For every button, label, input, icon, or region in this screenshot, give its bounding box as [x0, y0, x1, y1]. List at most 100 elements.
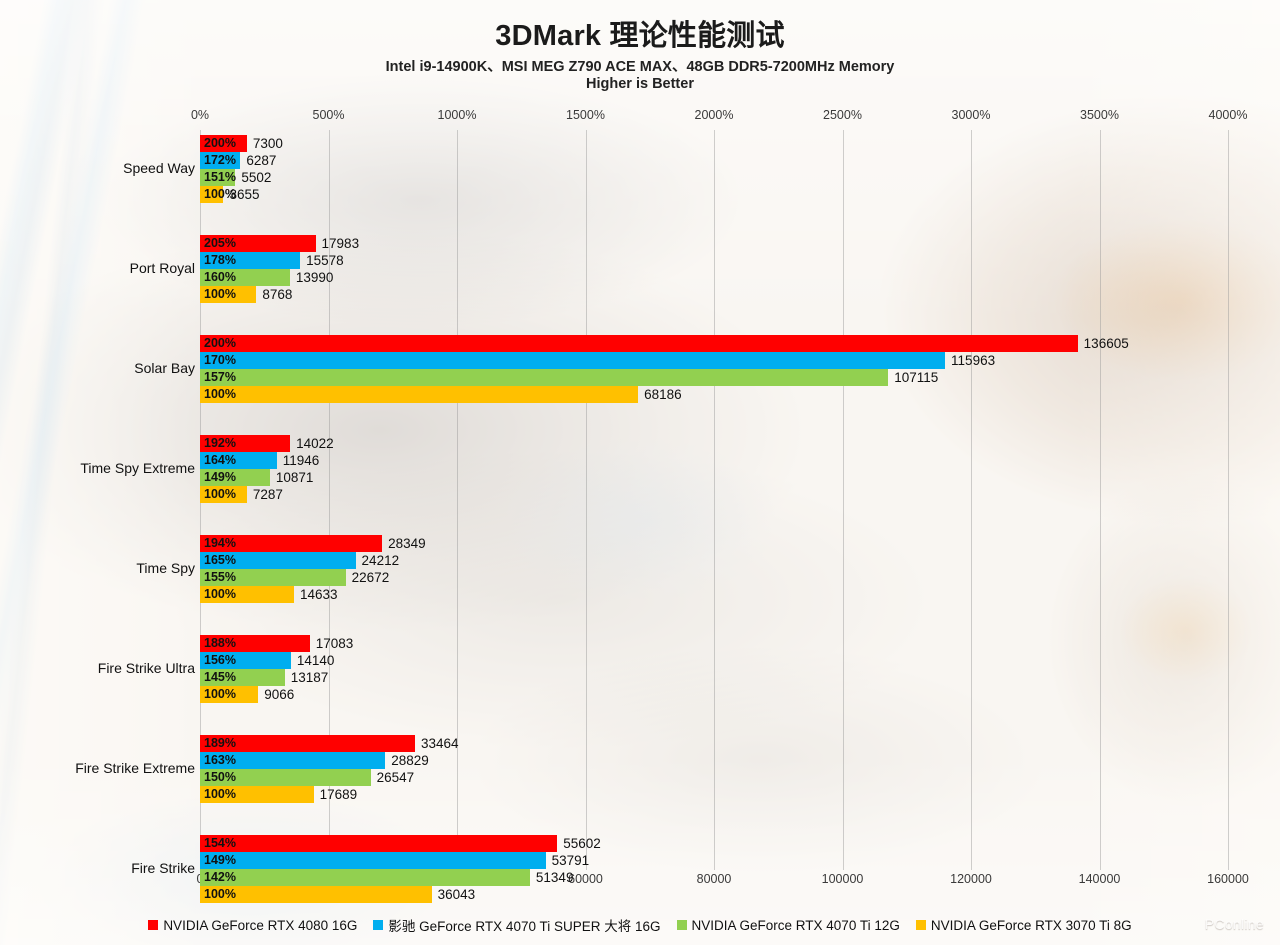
- bar[interactable]: 100%: [200, 286, 257, 303]
- axis-tick-label: 160000: [1207, 872, 1249, 886]
- axis-tick-label: 60000: [568, 872, 603, 886]
- gridline: [1099, 130, 1101, 870]
- axis-tick-label: 2000%: [694, 108, 734, 122]
- axis-tick-label: 80000: [696, 872, 732, 886]
- bar-value-label: 9066: [264, 687, 295, 702]
- bar[interactable]: 172%: [200, 152, 241, 169]
- bar-row: 170% 115963: [0, 352, 1280, 369]
- bar[interactable]: 150%: [200, 769, 371, 786]
- bar-percent-label: 200%: [204, 336, 236, 351]
- bar[interactable]: 164%: [200, 452, 277, 469]
- bar-percent-label: 100%: [204, 187, 236, 202]
- legend-swatch-icon: [148, 920, 159, 930]
- legend-label: NVIDIA GeForce RTX 4070 Ti 12G: [691, 917, 900, 933]
- bar-percent-label: 100%: [204, 787, 236, 802]
- legend-item[interactable]: NVIDIA GeForce RTX 4080 16G: [148, 918, 357, 933]
- bar-value-label: 28349: [388, 536, 426, 551]
- bar-row: 163% 28829: [0, 752, 1280, 769]
- category-label: Speed Way: [123, 160, 195, 176]
- bar-row: 200% 7300: [0, 135, 1280, 152]
- bar[interactable]: 142%: [200, 869, 530, 886]
- bar-value-label: 107115: [894, 370, 939, 385]
- bar-row: 155% 22672: [0, 569, 1280, 586]
- legend-item[interactable]: 影驰 GeForce RTX 4070 Ti SUPER 大将 16G: [373, 915, 661, 935]
- bar[interactable]: 157%: [200, 369, 889, 386]
- bar[interactable]: 156%: [200, 652, 291, 669]
- bar-value-label: 26547: [376, 770, 415, 785]
- bar-value-label: 115963: [951, 353, 996, 368]
- legend-item[interactable]: NVIDIA GeForce RTX 4070 Ti 12G: [676, 917, 900, 933]
- axis-tick-label: 2500%: [823, 108, 862, 122]
- bar-group: Speed Way 200% 7300 172% 6287 151% 5502 100% 365…: [0, 135, 1280, 203]
- bar-row: 100% 3655: [0, 186, 1280, 203]
- bar[interactable]: 154%: [200, 835, 558, 852]
- gridline: [585, 130, 587, 870]
- bar[interactable]: 188%: [200, 635, 310, 652]
- gridline: [714, 130, 715, 870]
- bar[interactable]: 160%: [200, 269, 290, 286]
- bar-value-label: 13990: [295, 270, 334, 285]
- bar-group: Time Spy Extreme 192% 14022 164% 11946 149% 10…: [0, 435, 1280, 503]
- legend-label: NVIDIA GeForce RTX 4080 16G: [163, 917, 358, 933]
- bar-row: 149% 53791: [0, 852, 1280, 869]
- bar-percent-label: 205%: [204, 236, 236, 251]
- category-label: Fire Strike Extreme: [75, 760, 195, 776]
- bar-row: 157% 107115: [0, 369, 1280, 386]
- bar-value-label: 14633: [300, 587, 338, 602]
- bar[interactable]: 170%: [200, 352, 946, 369]
- bar-percent-label: 100%: [204, 887, 236, 902]
- bar-percent-label: 149%: [204, 470, 236, 485]
- bar-value-label: 8768: [262, 287, 293, 302]
- axis-top-percent: 0% 500% 1000% 1500% 2000% 2500% 3000% 3500% 4000…: [0, 108, 1280, 126]
- bar[interactable]: 205%: [200, 235, 316, 252]
- bar[interactable]: 145%: [200, 669, 285, 686]
- bar[interactable]: 149%: [200, 852, 546, 869]
- bar-row: 205% 17983: [0, 235, 1280, 252]
- legend-item[interactable]: NVIDIA GeForce RTX 3070 Ti 8G: [915, 917, 1132, 933]
- bar[interactable]: 100%: [200, 586, 295, 603]
- bar-row: 100% 36043: [0, 886, 1280, 903]
- bar-row: 178% 15578: [0, 252, 1280, 269]
- gridline: [457, 130, 458, 870]
- bar[interactable]: 155%: [200, 569, 346, 586]
- bar[interactable]: 151%: [200, 169, 236, 186]
- bar-value-label: 3655: [229, 187, 260, 202]
- bar[interactable]: 178%: [200, 252, 301, 269]
- bar-value-label: 36043: [437, 887, 476, 902]
- bar-row: 100% 9066: [0, 686, 1280, 703]
- bar-value-label: 7287: [252, 487, 283, 502]
- bar-value-label: 22672: [351, 570, 390, 585]
- bar[interactable]: 189%: [200, 735, 415, 752]
- bar[interactable]: 194%: [200, 535, 383, 552]
- bar-percent-label: 100%: [204, 487, 236, 502]
- legend-swatch-icon: [915, 920, 926, 930]
- bar-value-label: 13187: [290, 670, 329, 685]
- legend-label: NVIDIA GeForce RTX 3070 Ti 8G: [930, 917, 1132, 933]
- axis-tick-label: 1500%: [566, 108, 605, 122]
- bar[interactable]: 163%: [200, 752, 386, 769]
- bar[interactable]: 200%: [200, 335, 1078, 352]
- bar-value-label: 14140: [296, 653, 335, 668]
- bar-percent-label: 149%: [204, 853, 236, 868]
- bar[interactable]: 100%: [200, 186, 236, 203]
- bar[interactable]: 192%: [200, 435, 291, 452]
- bar[interactable]: 100%: [200, 686, 259, 703]
- bar-row: 194% 28349: [0, 535, 1280, 552]
- bar[interactable]: 200%: [200, 135, 247, 152]
- bar[interactable]: 149%: [200, 469, 270, 486]
- bar-row: 156% 14140: [0, 652, 1280, 669]
- bar[interactable]: 100%: [200, 786, 314, 803]
- bar-row: 192% 14022: [0, 435, 1280, 452]
- bar-group: Fire Strike Ultra 188% 17083 156% 14140 145% 1…: [0, 635, 1280, 703]
- category-label: Time Spy Extreme: [80, 460, 195, 476]
- bar-value-label: 53791: [551, 853, 590, 868]
- bar-value-label: 11946: [282, 453, 320, 468]
- bar[interactable]: 100%: [200, 486, 247, 503]
- bar-value-label: 14022: [296, 436, 334, 451]
- bar[interactable]: 165%: [200, 552, 356, 569]
- axis-tick-label: 140000: [1078, 872, 1121, 886]
- bar-percent-label: 100%: [204, 287, 236, 302]
- bar[interactable]: 100%: [200, 386, 639, 403]
- bar[interactable]: 100%: [200, 886, 432, 903]
